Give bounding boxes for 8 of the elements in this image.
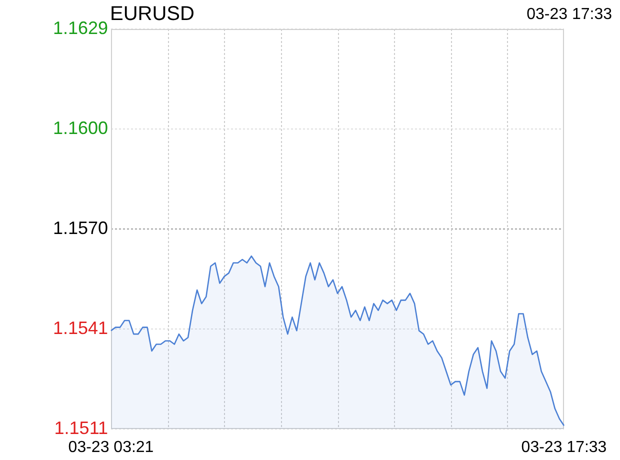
text: 03-23 17:33	[526, 6, 612, 24]
x-tick-label: 03-23 03:21	[68, 439, 154, 456]
y-tick-label: 1.1600	[52, 118, 108, 138]
y-tick-label: 1.1570	[52, 218, 108, 238]
y-tick-label: 1.1629	[52, 18, 108, 38]
chart-title: EURUSD	[110, 3, 194, 26]
y-tick-label: 1.1511	[54, 418, 108, 438]
y-tick-label: 1.1541	[52, 318, 108, 338]
